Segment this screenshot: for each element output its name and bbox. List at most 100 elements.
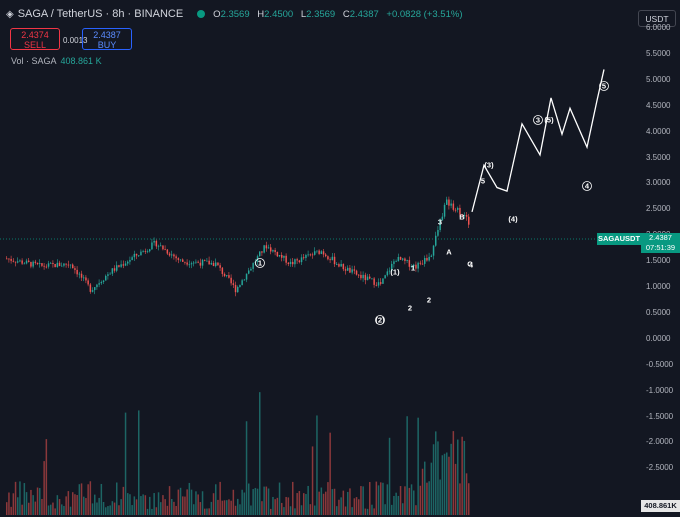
volume-bar bbox=[52, 502, 54, 515]
candle-body bbox=[437, 230, 439, 236]
candle-body bbox=[342, 263, 345, 270]
candle-body bbox=[459, 207, 461, 215]
volume-bar bbox=[118, 505, 120, 515]
volume-bar bbox=[184, 496, 186, 515]
symbol-info[interactable]: ◈ SAGA / TetherUS · 8h · BINANCE O2.3569… bbox=[6, 8, 467, 20]
candle-body bbox=[85, 277, 87, 281]
volume-bar bbox=[212, 493, 215, 515]
volume-bar bbox=[142, 494, 144, 515]
candle-body bbox=[39, 263, 41, 265]
volume-bar bbox=[36, 487, 39, 515]
volume-bar bbox=[197, 494, 199, 515]
candle-body bbox=[67, 264, 70, 266]
volume-bar bbox=[386, 484, 389, 515]
volume-bar bbox=[116, 482, 118, 515]
candle-body bbox=[54, 263, 56, 268]
volume-bar bbox=[404, 486, 406, 515]
volume-bar bbox=[72, 492, 74, 515]
price-axis-label: -0.5000 bbox=[646, 359, 674, 369]
wave-label: (4) bbox=[508, 215, 518, 224]
buy-button[interactable]: 2.4387 BUY bbox=[82, 28, 132, 50]
volume-bar bbox=[327, 482, 329, 515]
volume-bar bbox=[124, 412, 127, 515]
candle-body bbox=[454, 209, 457, 211]
candle-body bbox=[360, 274, 362, 279]
volume-bar bbox=[67, 491, 70, 515]
candle-body bbox=[355, 270, 358, 275]
candle-body bbox=[89, 284, 92, 292]
volume-bar bbox=[195, 491, 197, 515]
candle-body bbox=[307, 254, 309, 256]
volume-legend[interactable]: Vol · SAGA 408.861 K bbox=[11, 56, 102, 66]
volume-bar bbox=[463, 440, 466, 515]
volume-bar bbox=[432, 444, 435, 515]
candle-body bbox=[162, 245, 164, 250]
volume-bar bbox=[168, 486, 171, 515]
candle-body bbox=[391, 263, 393, 271]
volume-bar bbox=[305, 493, 307, 515]
candle-body bbox=[129, 259, 131, 262]
price-axis-label: 3.5000 bbox=[646, 152, 671, 162]
wave-label: B bbox=[459, 213, 465, 222]
volume-bar bbox=[300, 505, 303, 515]
candle-body bbox=[452, 203, 455, 210]
wave-label: (2) bbox=[375, 316, 385, 325]
volume-bar bbox=[391, 504, 393, 515]
candle-body bbox=[120, 264, 122, 267]
candle-body bbox=[309, 254, 312, 256]
volume-bar bbox=[265, 486, 268, 515]
volume-bar bbox=[28, 502, 30, 515]
volume-bar bbox=[175, 506, 177, 515]
volume-bar bbox=[457, 439, 459, 515]
candle-body bbox=[206, 260, 208, 262]
volume-bar bbox=[276, 497, 279, 515]
candle-body bbox=[351, 269, 353, 273]
wave-label: (3) bbox=[484, 161, 494, 170]
candle-body bbox=[461, 214, 463, 216]
wave-label: 3 bbox=[536, 116, 540, 125]
volume-bar bbox=[366, 508, 369, 515]
volume-bar bbox=[89, 481, 92, 515]
candle-body bbox=[252, 263, 254, 269]
sell-button[interactable]: 2.4374 SELL bbox=[10, 28, 60, 50]
candle-body bbox=[100, 281, 103, 284]
candle-body bbox=[261, 251, 263, 253]
volume-bar bbox=[369, 482, 371, 515]
candle-body bbox=[419, 262, 422, 264]
candle-body bbox=[230, 277, 232, 284]
currency-select[interactable]: USDT bbox=[638, 10, 676, 27]
candle-body bbox=[17, 261, 19, 263]
price-axis-label: 1.5000 bbox=[646, 256, 671, 266]
volume-bar bbox=[283, 507, 285, 515]
volume-bar bbox=[261, 501, 263, 515]
volume-bar bbox=[76, 495, 78, 515]
candle-body bbox=[160, 245, 162, 247]
volume-bar bbox=[14, 481, 17, 515]
volume-bar bbox=[349, 488, 351, 515]
candle-body bbox=[208, 260, 210, 265]
volume-bar bbox=[342, 490, 345, 515]
candle-body bbox=[410, 266, 413, 268]
volume-bar bbox=[298, 491, 301, 515]
volume-bar bbox=[248, 483, 250, 515]
candle-body bbox=[336, 264, 338, 265]
volume-bar bbox=[94, 494, 96, 515]
volume-bar bbox=[364, 508, 367, 515]
candle-body bbox=[56, 262, 59, 268]
volume-bar bbox=[424, 461, 426, 515]
volume-bar bbox=[151, 508, 153, 515]
candle-body bbox=[417, 262, 419, 269]
candle-body bbox=[435, 235, 437, 246]
candle-body bbox=[199, 262, 202, 266]
volume-bar bbox=[105, 507, 107, 515]
volume-bar bbox=[206, 508, 208, 515]
candle-body bbox=[43, 265, 45, 267]
volume-bar bbox=[21, 504, 23, 515]
candle-body bbox=[382, 278, 384, 284]
candle-body bbox=[432, 245, 435, 256]
candle-body bbox=[122, 264, 125, 266]
volume-bar bbox=[428, 481, 430, 515]
candle-body bbox=[441, 216, 444, 221]
candle-body bbox=[325, 254, 327, 257]
